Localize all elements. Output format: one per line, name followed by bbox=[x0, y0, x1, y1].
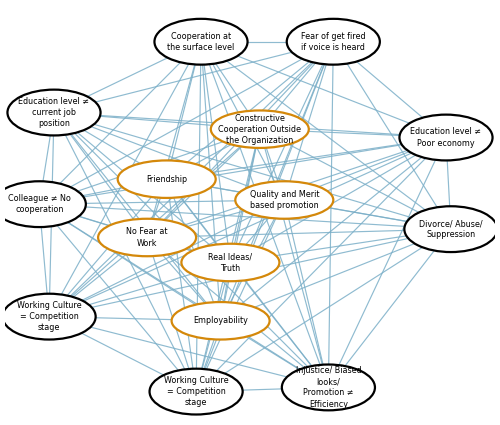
Text: Education level ≠
Poor economy: Education level ≠ Poor economy bbox=[410, 128, 482, 147]
Text: Injustice/ Biased
looks/
Promotion ≠
Efficiency: Injustice/ Biased looks/ Promotion ≠ Eff… bbox=[296, 366, 362, 408]
Text: Colleague ≠ No
cooperation: Colleague ≠ No cooperation bbox=[8, 194, 70, 214]
Ellipse shape bbox=[287, 19, 380, 65]
Ellipse shape bbox=[8, 90, 100, 136]
Text: Working Culture
= Competition
stage: Working Culture = Competition stage bbox=[164, 376, 228, 407]
Ellipse shape bbox=[154, 19, 248, 65]
Text: Cooperation at
the surface level: Cooperation at the surface level bbox=[168, 32, 234, 52]
Text: Employability: Employability bbox=[193, 316, 248, 325]
Ellipse shape bbox=[150, 369, 242, 414]
Text: Quality and Merit
based promotion: Quality and Merit based promotion bbox=[250, 190, 319, 210]
Ellipse shape bbox=[211, 110, 309, 148]
Text: Education level ≠
current job
position: Education level ≠ current job position bbox=[18, 97, 90, 128]
Ellipse shape bbox=[2, 294, 96, 340]
Text: Friendship: Friendship bbox=[146, 175, 188, 184]
Text: Divorce/ Abuse/
Suppression: Divorce/ Abuse/ Suppression bbox=[419, 219, 482, 239]
Ellipse shape bbox=[400, 115, 492, 161]
Text: Fear of get fired
if voice is heard: Fear of get fired if voice is heard bbox=[301, 32, 366, 52]
Ellipse shape bbox=[282, 365, 375, 411]
Text: Real Ideas/
Truth: Real Ideas/ Truth bbox=[208, 252, 252, 272]
Ellipse shape bbox=[182, 244, 280, 281]
Ellipse shape bbox=[0, 181, 86, 227]
Text: No Fear at
Work: No Fear at Work bbox=[126, 227, 168, 247]
Ellipse shape bbox=[172, 302, 270, 340]
Ellipse shape bbox=[404, 206, 498, 252]
Text: Constructive
Cooperation Outside
the Organization: Constructive Cooperation Outside the Org… bbox=[218, 113, 302, 145]
Text: Working Culture
= Competition
stage: Working Culture = Competition stage bbox=[17, 301, 82, 332]
Ellipse shape bbox=[236, 181, 334, 219]
Ellipse shape bbox=[118, 161, 216, 198]
Ellipse shape bbox=[98, 219, 196, 256]
